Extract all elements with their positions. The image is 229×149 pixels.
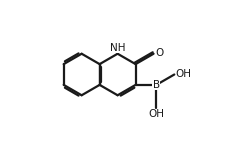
Text: OH: OH — [175, 69, 191, 79]
Text: NH: NH — [109, 42, 125, 52]
Text: O: O — [155, 48, 163, 58]
Text: OH: OH — [148, 109, 164, 119]
Text: B: B — [152, 80, 159, 90]
